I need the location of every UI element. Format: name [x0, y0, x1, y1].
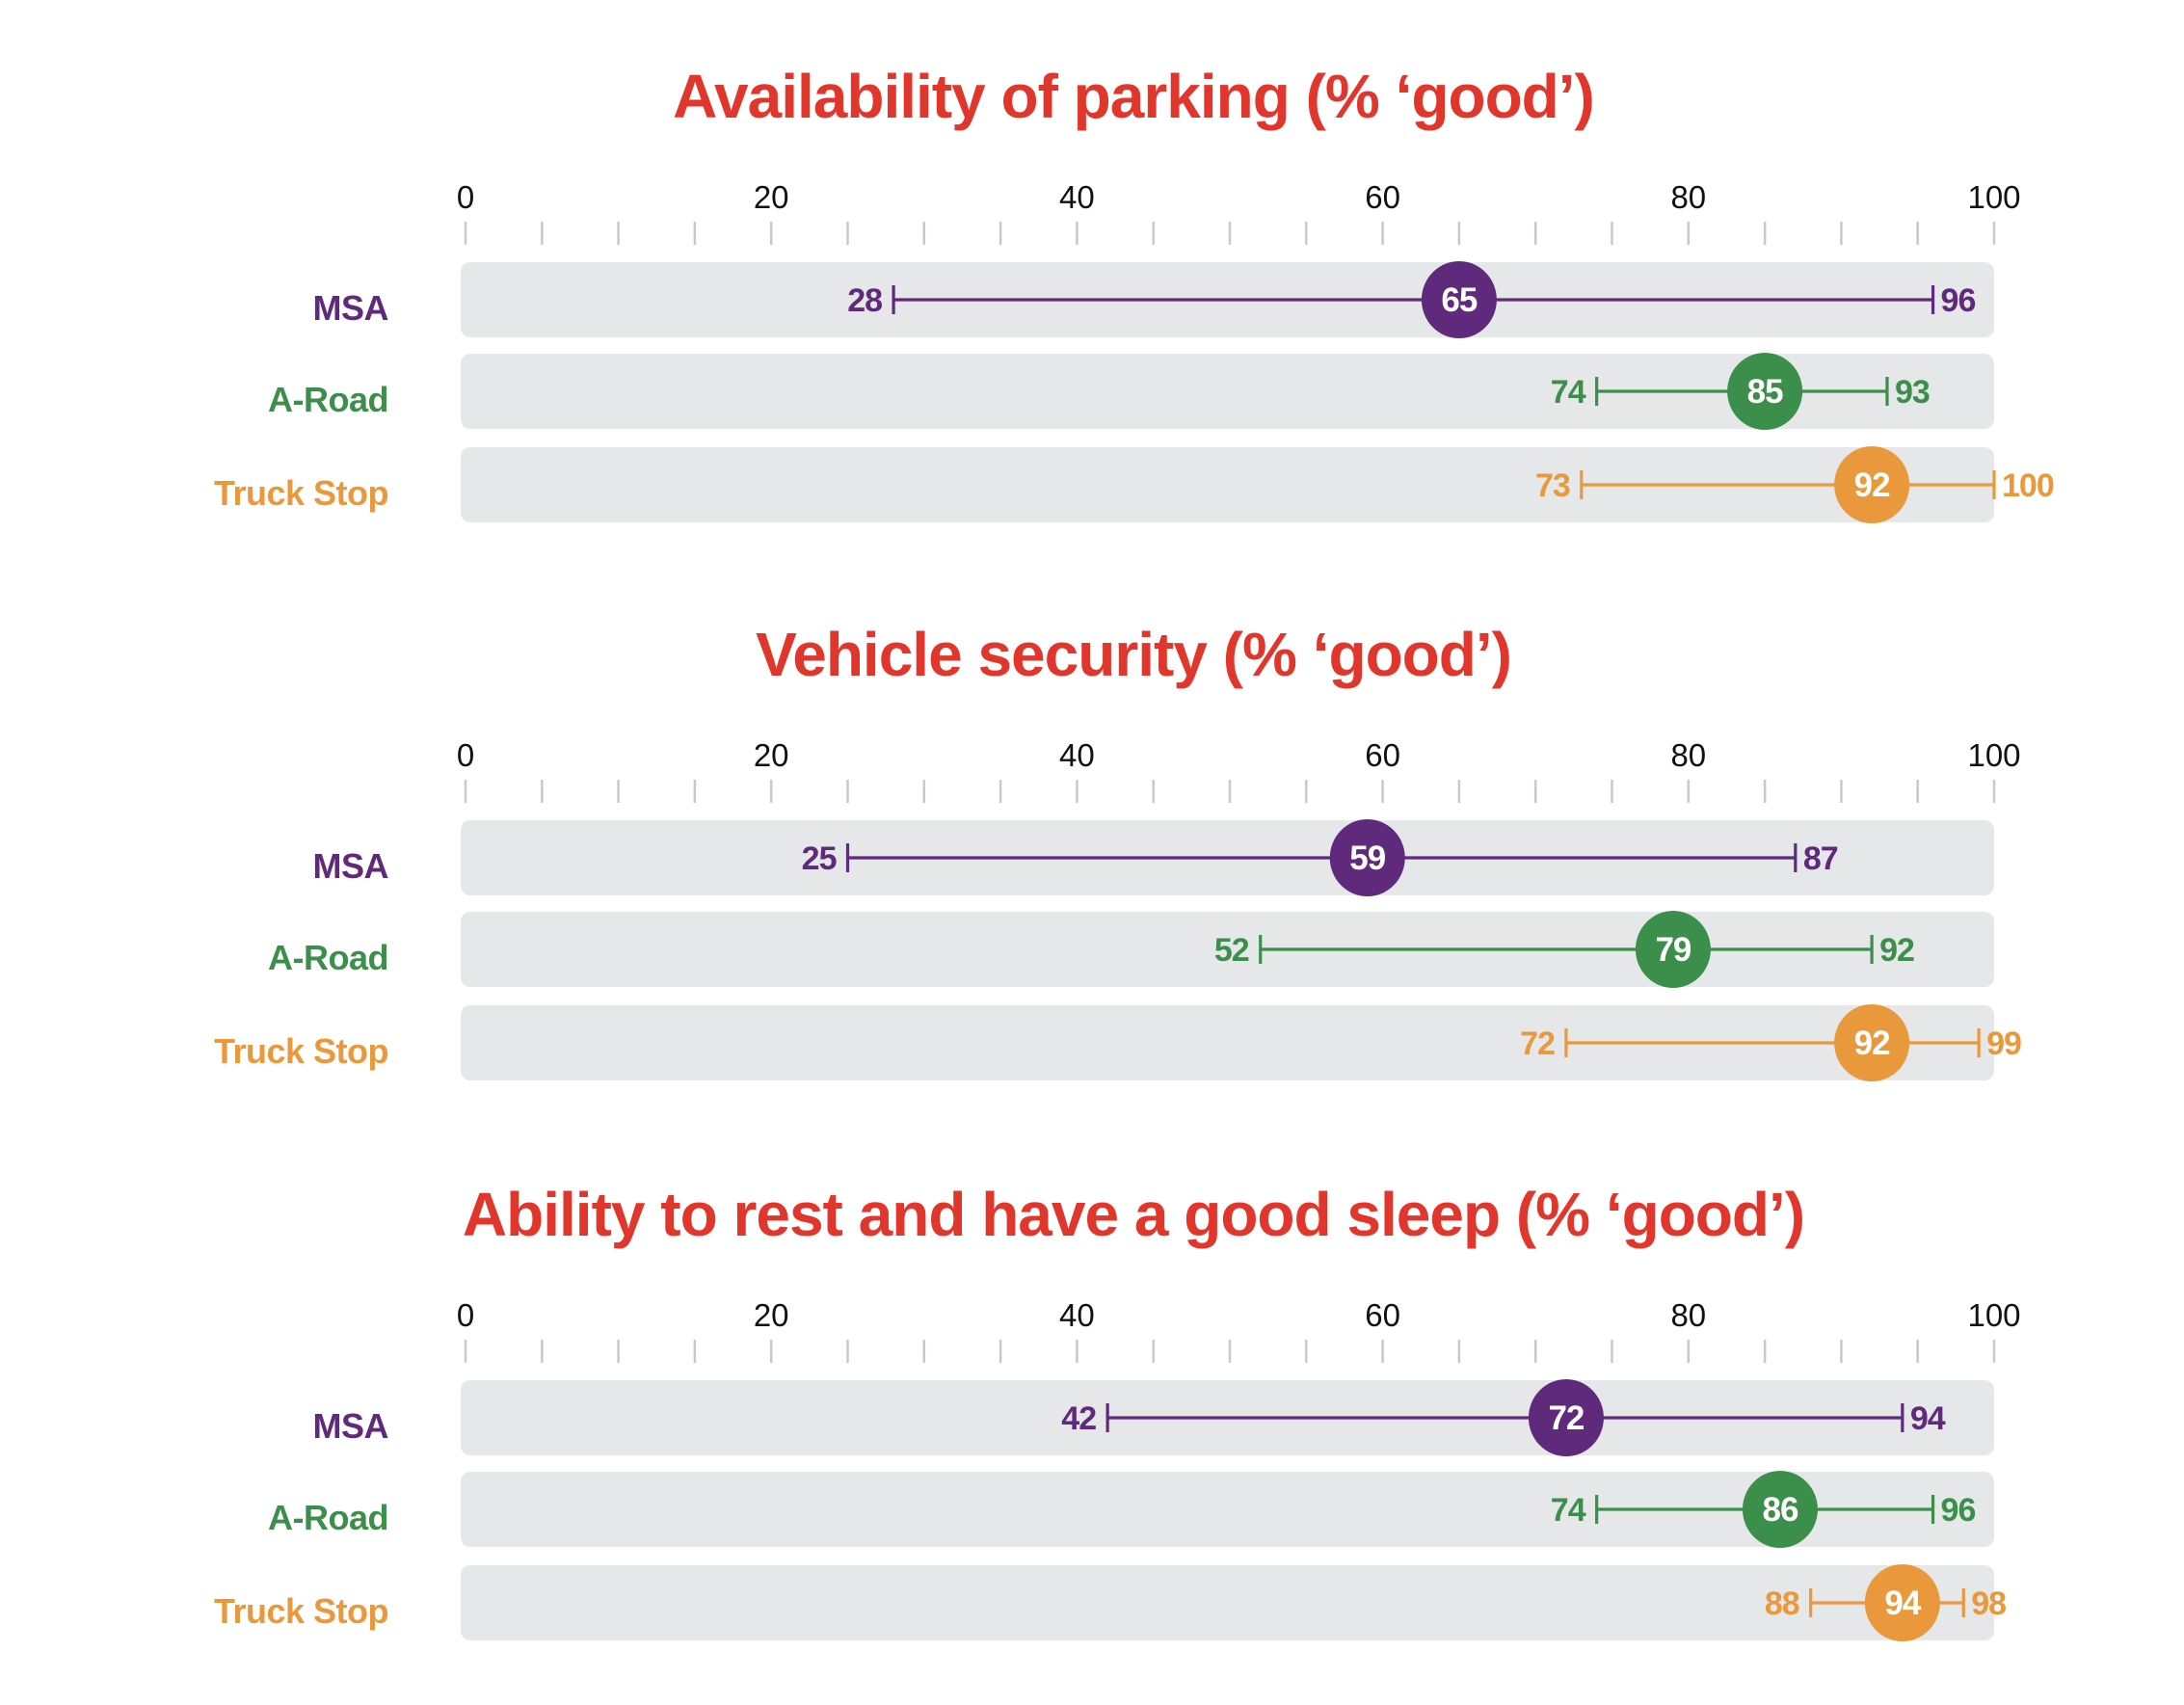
value-dot: [1635, 911, 1711, 988]
row-track: [461, 1005, 1994, 1080]
range-high-label: 94: [1910, 1400, 1946, 1437]
row-truck-stop: Truck Stop 88 98 94: [214, 1564, 2007, 1641]
tick-label: 0: [457, 737, 474, 773]
row-label: Truck Stop: [214, 473, 388, 513]
value-dot: [1421, 261, 1497, 338]
row-label: A-Road: [268, 380, 388, 419]
row-label: Truck Stop: [214, 1591, 388, 1631]
x-axis: 0 20 40 60 80 100: [457, 179, 2021, 245]
value-label: 72: [1548, 1399, 1584, 1437]
rows: MSA 28 96 65 A-Road 74 93 85 Truck Stop 73 100 92: [214, 261, 2055, 523]
row-track: [461, 912, 1994, 987]
range-high-label: 100: [2002, 467, 2054, 504]
range-low-label: 74: [1551, 1492, 1586, 1529]
row-a-road: A-Road 52 92 79: [268, 911, 1994, 988]
x-axis: 0 20 40 60 80 100: [457, 737, 2021, 803]
row-msa: MSA 28 96 65: [313, 261, 1994, 338]
tick-label: 80: [1670, 1297, 1706, 1333]
tick-label: 80: [1670, 179, 1706, 215]
tick-label: 0: [457, 1297, 474, 1333]
row-msa: MSA 25 87 59: [313, 819, 1994, 896]
range-low-label: 42: [1061, 1400, 1096, 1437]
row-a-road: A-Road 74 93 85: [268, 353, 1994, 430]
tick-label: 60: [1365, 1297, 1400, 1333]
value-label: 86: [1762, 1491, 1798, 1529]
value-label: 65: [1441, 281, 1477, 319]
tick-label: 40: [1059, 1297, 1095, 1333]
value-label: 92: [1854, 1025, 1890, 1062]
value-label: 92: [1854, 466, 1890, 504]
row-label: A-Road: [268, 1498, 388, 1537]
row-track: [461, 1472, 1994, 1547]
range-high-label: 99: [1986, 1026, 2021, 1062]
row-label: A-Road: [268, 938, 388, 977]
chart-title: Availability of parking (% ‘good’): [673, 62, 1594, 131]
row-track: [461, 354, 1994, 429]
range-high-label: 96: [1941, 1492, 1976, 1529]
row-a-road: A-Road 74 96 86: [268, 1471, 1994, 1548]
row-truck-stop: Truck Stop 72 99 92: [214, 1004, 2022, 1081]
x-axis: 0 20 40 60 80 100: [457, 1297, 2021, 1363]
range-low-label: 28: [847, 282, 882, 319]
range-high-label: 98: [1971, 1585, 2006, 1622]
tick-label: 100: [1967, 737, 2020, 773]
value-label: 59: [1349, 839, 1385, 877]
range-low-label: 74: [1551, 374, 1586, 411]
range-low-label: 25: [802, 840, 837, 877]
value-dot: [1834, 1004, 1910, 1081]
chart-title: Ability to rest and have a good sleep (%…: [463, 1180, 1804, 1249]
range-high-label: 92: [1879, 932, 1914, 969]
row-track: [461, 447, 1994, 522]
value-dot: [1329, 819, 1405, 896]
row-track: [461, 1565, 1994, 1640]
tick-label: 60: [1365, 179, 1400, 215]
value-label: 79: [1655, 931, 1691, 969]
tick-label: 20: [754, 737, 789, 773]
row-label: Truck Stop: [214, 1031, 388, 1071]
range-high-label: 87: [1803, 840, 1838, 877]
value-dot: [1742, 1471, 1818, 1548]
row-msa: MSA 42 94 72: [313, 1379, 1994, 1456]
chart-panel-parking: Availability of parking (% ‘good’) 0 20 40…: [214, 62, 2055, 523]
tick-label: 60: [1365, 737, 1400, 773]
tick-label: 100: [1967, 1297, 2020, 1333]
row-label: MSA: [313, 1406, 389, 1446]
value-dot: [1834, 446, 1910, 523]
range-low-label: 73: [1535, 467, 1570, 504]
range-low-label: 88: [1765, 1585, 1799, 1622]
chart-title: Vehicle security (% ‘good’): [756, 620, 1511, 689]
range-low-label: 52: [1214, 932, 1249, 969]
value-dot: [1727, 353, 1803, 430]
rows: MSA 25 87 59 A-Road 52 92 79 Truck Stop 72 99 92: [214, 819, 2022, 1081]
tick-label: 20: [754, 1297, 789, 1333]
rows: MSA 42 94 72 A-Road 74 96 86 Truck Stop 88 98 94: [214, 1379, 2007, 1641]
tick-label: 20: [754, 179, 789, 215]
value-label: 94: [1884, 1585, 1921, 1622]
value-label: 85: [1747, 373, 1783, 411]
tick-label: 0: [457, 179, 474, 215]
tick-label: 40: [1059, 179, 1095, 215]
tick-label: 40: [1059, 737, 1095, 773]
chart-panel-security: Vehicle security (% ‘good’) 0 20 40 60 80 100…: [214, 620, 2022, 1081]
tick-label: 80: [1670, 737, 1706, 773]
value-dot: [1864, 1564, 1940, 1641]
range-low-label: 72: [1520, 1026, 1555, 1062]
chart-panel-sleep: Ability to rest and have a good sleep (%…: [214, 1180, 2021, 1641]
row-label: MSA: [313, 846, 389, 886]
row-truck-stop: Truck Stop 73 100 92: [214, 446, 2055, 523]
value-dot: [1528, 1379, 1604, 1456]
range-high-label: 96: [1941, 282, 1976, 319]
range-high-label: 93: [1895, 374, 1930, 411]
row-label: MSA: [313, 288, 389, 328]
tick-label: 100: [1967, 179, 2020, 215]
